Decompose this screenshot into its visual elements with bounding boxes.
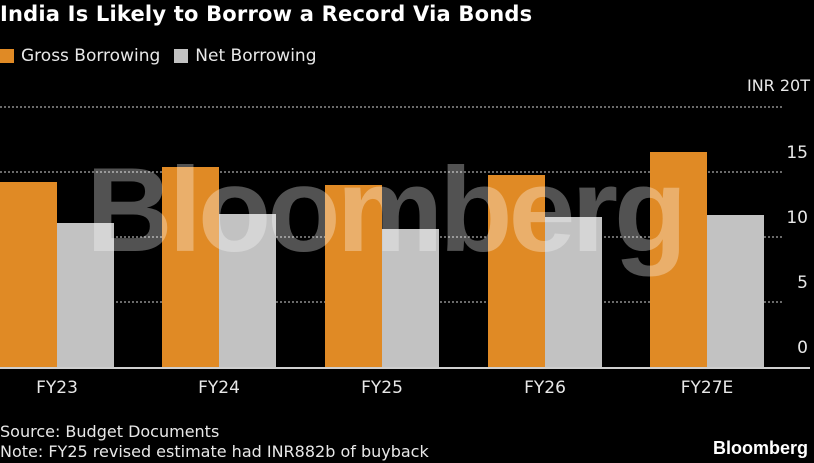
y-tick-5: 5 <box>797 273 808 293</box>
bar-net-fy24 <box>219 214 276 367</box>
legend-label-net: Net Borrowing <box>195 46 317 66</box>
legend: Gross Borrowing Net Borrowing <box>0 46 331 66</box>
bloomberg-logo: Bloomberg <box>712 438 808 458</box>
legend-item-net: Net Borrowing <box>174 46 317 66</box>
note-text: Note: FY25 revised estimate had INR882b … <box>0 442 429 461</box>
x-label-fy27e: FY27E <box>680 378 734 398</box>
x-label-fy26: FY26 <box>524 378 566 398</box>
bar-net-fy23 <box>57 223 114 367</box>
footer-notes: Source: Budget Documents Note: FY25 revi… <box>0 422 429 462</box>
y-tick-10: 10 <box>786 208 808 228</box>
bar-gross-fy26 <box>488 175 545 367</box>
bar-gross-fy24 <box>162 167 219 367</box>
gross-swatch-icon <box>0 49 14 63</box>
x-label-fy23: FY23 <box>36 378 78 398</box>
bar-gross-fy23 <box>0 182 57 367</box>
x-axis-line <box>0 367 810 369</box>
net-swatch-icon <box>174 49 189 63</box>
chart-title: India Is Likely to Borrow a Record Via B… <box>0 2 533 26</box>
gridline-20 <box>0 106 782 108</box>
y-tick-0: 0 <box>797 338 808 358</box>
bar-net-fy27e <box>707 215 764 367</box>
y-axis-unit-label: INR 20T <box>746 76 810 95</box>
x-label-fy25: FY25 <box>361 378 403 398</box>
gridline-15 <box>0 171 782 173</box>
bar-net-fy26 <box>545 217 602 367</box>
source-text: Source: Budget Documents <box>0 422 220 441</box>
bar-gross-fy25 <box>325 185 382 367</box>
x-label-fy24: FY24 <box>198 378 240 398</box>
legend-item-gross: Gross Borrowing <box>0 46 160 66</box>
y-tick-15: 15 <box>786 143 808 163</box>
legend-label-gross: Gross Borrowing <box>21 46 161 66</box>
bar-gross-fy27e <box>650 152 707 367</box>
bar-net-fy25 <box>382 229 439 367</box>
